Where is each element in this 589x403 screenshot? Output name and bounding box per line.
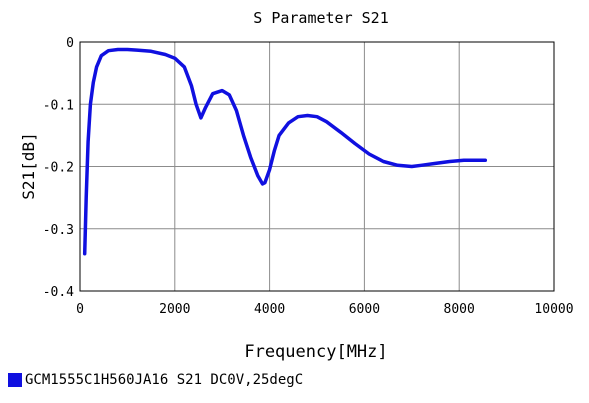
x-tick-label: 6000 [349, 302, 380, 317]
legend: GCM1555C1H560JA16 S21 DC0V,25degC [8, 372, 303, 388]
x-tick-label: 0 [76, 302, 84, 317]
y-tick-label: 0 [66, 36, 74, 51]
grid [80, 42, 554, 291]
y-tick-label: -0.3 [43, 223, 74, 238]
y-tick-label: -0.2 [43, 161, 74, 176]
x-tick-label: 10000 [534, 302, 573, 317]
y-axis-label: S21[dB] [19, 132, 38, 199]
series-group [82, 47, 488, 256]
y-tick-label: -0.4 [43, 285, 74, 300]
legend-swatch [8, 373, 22, 387]
x-tick-labels: 0 2000 4000 6000 8000 10000 [76, 302, 573, 317]
y-tick-labels: 0 -0.1 -0.2 -0.3 -0.4 [43, 36, 74, 300]
plot-area [79, 41, 555, 292]
series-line-0 [82, 47, 488, 256]
x-tick-label: 2000 [159, 302, 190, 317]
x-tick-label: 8000 [444, 302, 475, 317]
x-axis-label: Frequency[MHz] [244, 342, 387, 362]
y-tick-label: -0.1 [43, 98, 74, 113]
legend-label: GCM1555C1H560JA16 S21 DC0V,25degC [25, 372, 304, 388]
chart-title: S Parameter S21 [253, 9, 388, 27]
x-tick-label: 4000 [254, 302, 285, 317]
